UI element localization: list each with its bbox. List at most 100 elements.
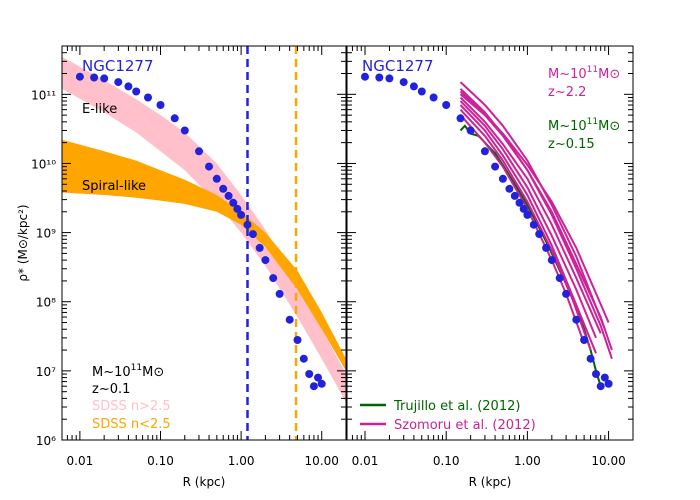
left-ngc1277-point <box>124 82 133 91</box>
left-ngc1277-point <box>170 114 179 123</box>
left-x-tick-label: 10.00 <box>305 454 339 468</box>
left-panel-title: NGC1277 <box>82 57 154 75</box>
right-mass-exp-high: 11 <box>587 65 598 75</box>
right-ngc1277-point <box>505 184 514 193</box>
ngc1277-points-right <box>361 72 613 391</box>
spiral-label: Spiral-like <box>82 179 146 194</box>
left-ngc1277-point <box>100 74 109 83</box>
left-mass-suffix: M⊙ <box>142 365 164 380</box>
left-ngc1277-point <box>132 87 141 96</box>
right-mass-suffix-low: M⊙ <box>598 119 620 134</box>
right-mass-exp-low: 11 <box>587 117 598 127</box>
right-ngc1277-point <box>510 191 519 200</box>
left-ngc1277-point <box>255 243 264 252</box>
left-ngc1277-point <box>299 354 308 363</box>
right-ngc1277-point <box>385 74 394 83</box>
szomoru-line <box>459 100 597 339</box>
spiral-band <box>62 139 346 371</box>
left-ngc1277-point <box>224 191 233 200</box>
right-ngc1277-point <box>562 289 571 298</box>
left-y-tick-label: 10¹⁰ <box>31 157 56 171</box>
right-x-axis-title: R (kpc) <box>469 475 512 489</box>
left-x-tick-label: 0.01 <box>67 454 94 468</box>
szomoru-line <box>459 96 602 334</box>
left-mass-label: M~1011M⊙ <box>92 363 164 380</box>
right-ngc1277-point <box>547 256 556 265</box>
right-ngc1277-point <box>586 354 595 363</box>
right-ngc1277-point <box>555 274 564 283</box>
right-ngc1277-point <box>604 379 613 388</box>
left-ngc1277-point <box>144 93 152 102</box>
left-y-tick-label: 10⁹ <box>36 227 56 241</box>
szomoru-line <box>459 81 606 330</box>
left-ngc1277-point <box>305 370 314 378</box>
left-ngc1277-point <box>285 315 294 324</box>
right-ngc1277-point <box>529 220 538 229</box>
right-ngc1277-point <box>466 126 475 135</box>
szomoru-line <box>459 90 610 323</box>
elike-label: E-like <box>82 102 117 117</box>
elike-band <box>62 56 346 403</box>
right-z-low-label: z~0.15 <box>548 137 595 152</box>
left-ngc1277-point <box>205 162 213 171</box>
right-ngc1277-point <box>399 78 408 87</box>
sdss-e-label: SDSS n>2.5 <box>92 399 171 414</box>
right-mass-suffix-high: M⊙ <box>598 67 620 82</box>
left-ngc1277-point <box>114 78 123 87</box>
right-ngc1277-point <box>409 82 418 91</box>
szomoru-line <box>459 109 592 351</box>
left-ngc1277-point <box>212 174 221 183</box>
right-mass-label-low: M~1011M⊙ <box>548 117 620 134</box>
left-ngc1277-point <box>156 101 165 109</box>
right-ngc1277-point <box>596 382 605 391</box>
y-axis-title: ρ* (M⊙/kpc²) <box>16 204 30 281</box>
right-ngc1277-point <box>535 230 544 239</box>
left-z-label: z~0.1 <box>92 382 130 397</box>
left-ngc1277-point <box>293 336 302 344</box>
right-ngc1277-point <box>417 87 426 96</box>
left-x-axis-title: R (kpc) <box>183 475 226 489</box>
left-ngc1277-point <box>195 147 203 156</box>
left-ngc1277-point <box>261 256 270 265</box>
right-ngc1277-point <box>361 72 369 81</box>
right-ngc1277-point <box>480 147 489 156</box>
left-ngc1277-point <box>233 204 242 213</box>
left-ngc1277-point <box>314 373 322 382</box>
szomoru-line <box>459 104 597 354</box>
right-y-ticks <box>347 52 633 441</box>
right-x-tick-label: 0.01 <box>352 454 379 468</box>
left-ngc1277-point <box>317 379 326 388</box>
right-ngc1277-point <box>542 243 551 252</box>
left-ngc1277-point <box>309 382 318 391</box>
right-x-tick-label: 0.10 <box>433 454 460 468</box>
left-y-ticks: 10⁶ 10⁷ 10⁸ 10⁹ 10¹⁰ 10¹¹ <box>31 52 346 448</box>
left-ngc1277-point <box>237 210 246 219</box>
sdss-s-label: SDSS n<2.5 <box>92 417 171 432</box>
right-ngc1277-point <box>592 370 600 378</box>
left-y-tick-label: 10⁸ <box>36 296 56 310</box>
right-ngc1277-point <box>429 93 438 102</box>
left-x-tick-label: 1.00 <box>228 454 255 468</box>
right-x-tick-label: 1.00 <box>514 454 541 468</box>
left-mass-exp: 11 <box>131 363 142 373</box>
right-ngc1277-point <box>519 204 528 213</box>
left-y-tick-label: 10⁷ <box>36 365 56 379</box>
left-x-ticks: 0.01 0.10 1.00 10.00 <box>67 46 339 468</box>
left-ngc1277-point <box>229 198 238 207</box>
right-mass-prefix-high: M~10 <box>548 67 587 82</box>
right-plot-frame <box>346 45 634 441</box>
ngc1277-points-left <box>75 72 326 391</box>
left-y-tick-label: 10¹¹ <box>31 88 56 102</box>
right-x-ticks: 0.01 0.10 1.00 10.00 <box>352 46 626 468</box>
right-ngc1277-point <box>498 174 507 183</box>
right-panel-title: NGC1277 <box>362 57 434 75</box>
left-ngc1277-point <box>275 289 284 298</box>
right-ngc1277-point <box>456 114 465 123</box>
left-mass-prefix: M~10 <box>92 365 131 380</box>
right-ngc1277-point <box>442 101 451 109</box>
right-ngc1277-point <box>523 210 532 219</box>
right-mass-label-high: M~1011M⊙ <box>548 65 620 82</box>
right-z-high-label: z~2.2 <box>548 85 586 100</box>
right-ngc1277-point <box>375 73 384 82</box>
